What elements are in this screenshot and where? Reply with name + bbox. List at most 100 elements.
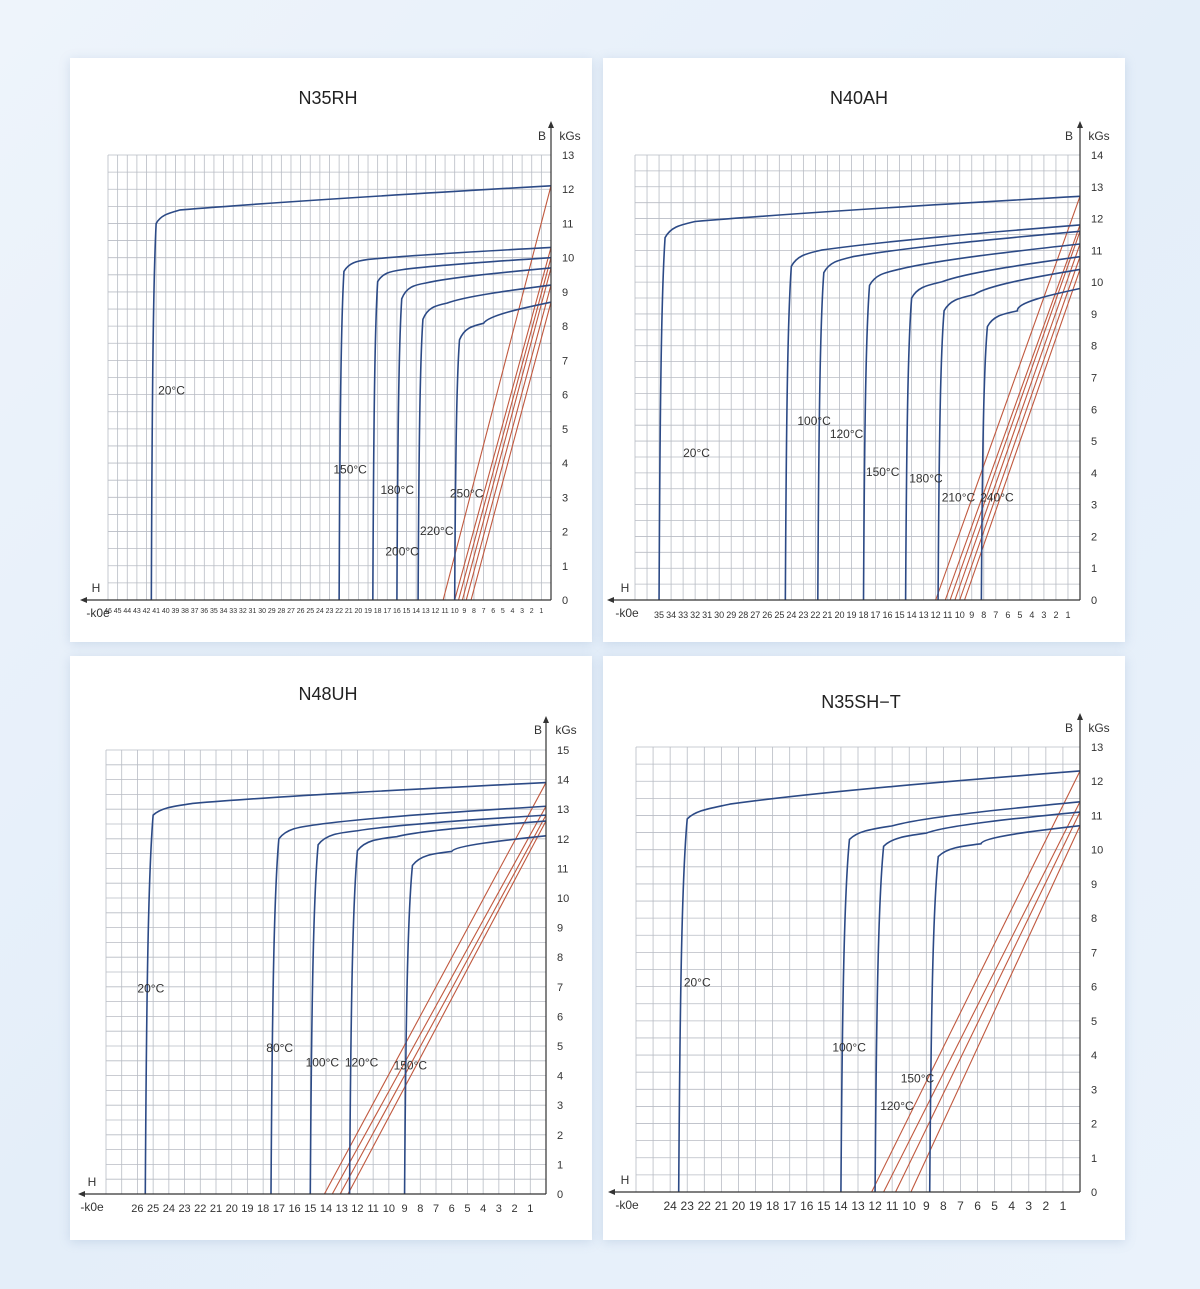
x-tick-label: 26 — [131, 1203, 143, 1215]
y-axis-arrow-icon — [1077, 121, 1083, 128]
x-tick-label: 25 — [774, 610, 784, 620]
demag-curve — [904, 255, 1081, 601]
temperature-label: 180°C — [909, 471, 943, 485]
x-tick-label: 29 — [726, 610, 736, 620]
x-axis-unit: -k0e — [615, 1198, 639, 1212]
y-tick-label: 9 — [557, 923, 563, 935]
x-tick-label: 6 — [1005, 610, 1010, 620]
y-tick-label: 2 — [1091, 531, 1097, 543]
y-axis-arrow-icon — [548, 121, 554, 128]
x-axis-arrow-icon — [78, 1191, 85, 1197]
x-tick-label: 28 — [277, 608, 285, 615]
x-tick-label: 9 — [402, 1203, 408, 1215]
load-line — [458, 257, 552, 601]
x-tick-label: 8 — [417, 1203, 423, 1215]
x-tick-label: 25 — [306, 608, 314, 615]
x-axis-label: H — [92, 581, 101, 595]
x-tick-label: 24 — [786, 610, 796, 620]
chart-panel-n35sh-t: N35SH−T 0 1 2 3 4 5 6 7 8 9 10 11 12 13 24 23 22 21 20 19 18… — [603, 656, 1125, 1240]
y-tick-label: 4 — [1091, 1050, 1097, 1062]
x-tick-label: 4 — [511, 608, 515, 615]
temperature-label: 200°C — [385, 545, 419, 559]
x-tick-label: 10 — [383, 1203, 395, 1215]
x-tick-label: 23 — [178, 1203, 190, 1215]
y-tick-label: 8 — [557, 952, 563, 964]
x-tick-label: 13 — [919, 610, 929, 620]
x-tick-label: 6 — [491, 608, 495, 615]
demag-curve — [937, 268, 1081, 601]
demag-curve — [150, 185, 552, 601]
x-tick-label: 11 — [886, 1199, 899, 1213]
y-axis-label: B — [1065, 129, 1073, 143]
x-tick-label: 27 — [750, 610, 760, 620]
temperature-label: 150°C — [866, 465, 900, 479]
x-axis-label: H — [621, 581, 630, 595]
chart-title: N35SH−T — [821, 692, 901, 712]
x-tick-label: 19 — [846, 610, 856, 620]
load-line — [944, 224, 1081, 601]
y-tick-label: 0 — [562, 595, 568, 607]
x-tick-label: 15 — [403, 608, 411, 615]
y-tick-label: 3 — [557, 1100, 563, 1112]
y-tick-label: 9 — [1091, 879, 1097, 891]
demag-curve — [270, 805, 547, 1195]
y-axis-arrow-icon — [543, 716, 549, 723]
y-tick-label: 6 — [1091, 982, 1097, 994]
x-tick-label: 7 — [433, 1203, 439, 1215]
x-tick-label: 16 — [800, 1199, 814, 1213]
x-tick-label: 13 — [851, 1199, 865, 1213]
x-tick-label: 9 — [923, 1199, 930, 1213]
x-tick-label: 21 — [345, 608, 353, 615]
x-tick-label: 14 — [320, 1203, 332, 1215]
x-tick-label: 34 — [220, 608, 228, 615]
y-tick-label: 13 — [562, 150, 574, 162]
temperature-label: 20°C — [683, 446, 710, 460]
load-line — [954, 243, 1081, 601]
temperature-label: 100°C — [832, 1041, 866, 1055]
temperature-label: 100°C — [797, 414, 831, 428]
chart-panel-n40ah: N40AH 0 1 2 3 4 5 6 7 8 9 10 11 12 13 14 35 34 33 32 31 30 29… — [603, 58, 1125, 642]
x-tick-label: 6 — [974, 1199, 981, 1213]
x-tick-label: 20 — [732, 1199, 746, 1213]
chart-panel-n35rh: N35RH 0 1 2 3 4 5 6 7 8 9 10 11 12 13 46 45 44 43 42 41 40 39… — [70, 58, 592, 642]
temperature-label: 120°C — [880, 1099, 914, 1113]
y-axis-unit: kGs — [559, 129, 580, 143]
x-tick-label: 4 — [1029, 610, 1034, 620]
x-tick-label: 5 — [991, 1199, 998, 1213]
x-tick-label: 21 — [210, 1203, 222, 1215]
y-tick-label: 5 — [1091, 436, 1097, 448]
y-tick-label: 0 — [557, 1189, 563, 1201]
x-tick-label: 1 — [1060, 1199, 1067, 1213]
x-tick-label: 35 — [654, 610, 664, 620]
y-tick-label: 4 — [557, 1071, 563, 1083]
x-tick-label: 7 — [482, 608, 486, 615]
x-tick-label: 18 — [859, 610, 869, 620]
x-tick-label: 33 — [678, 610, 688, 620]
y-tick-label: 13 — [1091, 182, 1103, 194]
x-axis-unit: -k0e — [86, 606, 110, 620]
x-axis-arrow-icon — [80, 597, 87, 603]
demag-curve — [453, 301, 552, 601]
y-tick-label: 9 — [1091, 309, 1097, 321]
load-line — [331, 805, 547, 1195]
y-tick-label: 2 — [1091, 1119, 1097, 1131]
x-tick-label: 44 — [123, 608, 131, 615]
y-tick-label: 2 — [557, 1130, 563, 1142]
x-tick-label: 4 — [1008, 1199, 1015, 1213]
temperature-label: 20°C — [684, 976, 711, 990]
x-tick-label: 18 — [374, 608, 382, 615]
temperature-label: 120°C — [830, 427, 864, 441]
y-tick-label: 5 — [557, 1041, 563, 1053]
y-tick-label: 7 — [562, 355, 568, 367]
x-tick-label: 11 — [943, 610, 952, 620]
x-tick-label: 31 — [249, 608, 257, 615]
x-tick-label: 12 — [351, 1203, 363, 1215]
y-tick-label: 0 — [1091, 1187, 1097, 1199]
y-tick-label: 11 — [557, 863, 568, 875]
y-tick-label: 7 — [1091, 373, 1097, 385]
x-tick-label: 26 — [297, 608, 305, 615]
demag-curve — [817, 230, 1081, 601]
x-tick-label: 15 — [895, 610, 905, 620]
temperature-label: 150°C — [333, 462, 367, 476]
